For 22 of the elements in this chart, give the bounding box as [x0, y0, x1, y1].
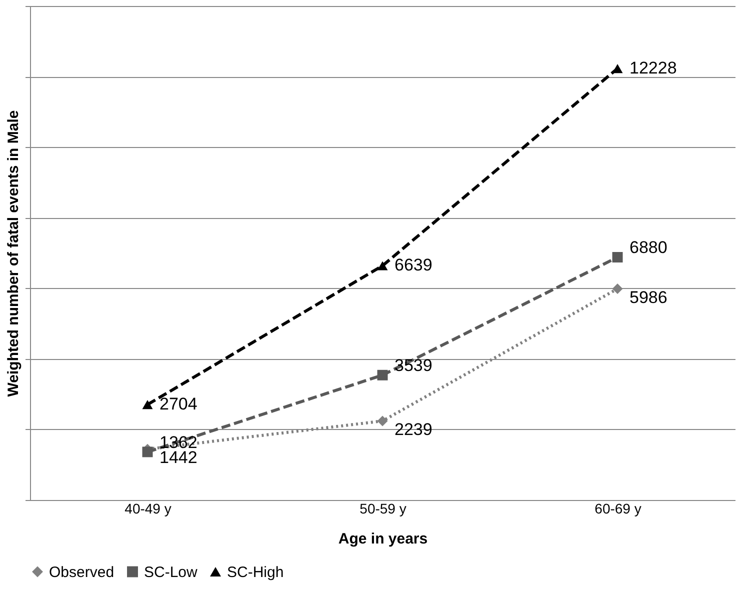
- data-label: 12228: [630, 58, 677, 78]
- data-label: 2239: [394, 420, 432, 439]
- point: [142, 446, 153, 458]
- data-label: 1442: [160, 448, 198, 468]
- data-label: 6880: [630, 238, 668, 258]
- point: [377, 261, 388, 270]
- point: [377, 370, 388, 380]
- legend-label: Observed: [49, 564, 114, 581]
- legend-label: SC-Low: [144, 564, 198, 581]
- x-axis-title: Age in years: [338, 530, 428, 548]
- point: [612, 284, 623, 294]
- data-label: 2704: [160, 394, 198, 414]
- legend-label: SC-High: [227, 564, 284, 581]
- x-tick-label: 60-69 y: [594, 500, 642, 516]
- y-axis-title: Weighted number of fatal events in Male: [5, 110, 22, 397]
- x-tick-label: 50-59 y: [360, 500, 406, 516]
- data-label: 5986: [630, 288, 668, 307]
- point: [142, 400, 153, 410]
- data-label: 6639: [394, 256, 432, 275]
- x-tick-label: 40-49 y: [124, 500, 172, 516]
- point: [377, 416, 388, 426]
- point: [612, 252, 623, 262]
